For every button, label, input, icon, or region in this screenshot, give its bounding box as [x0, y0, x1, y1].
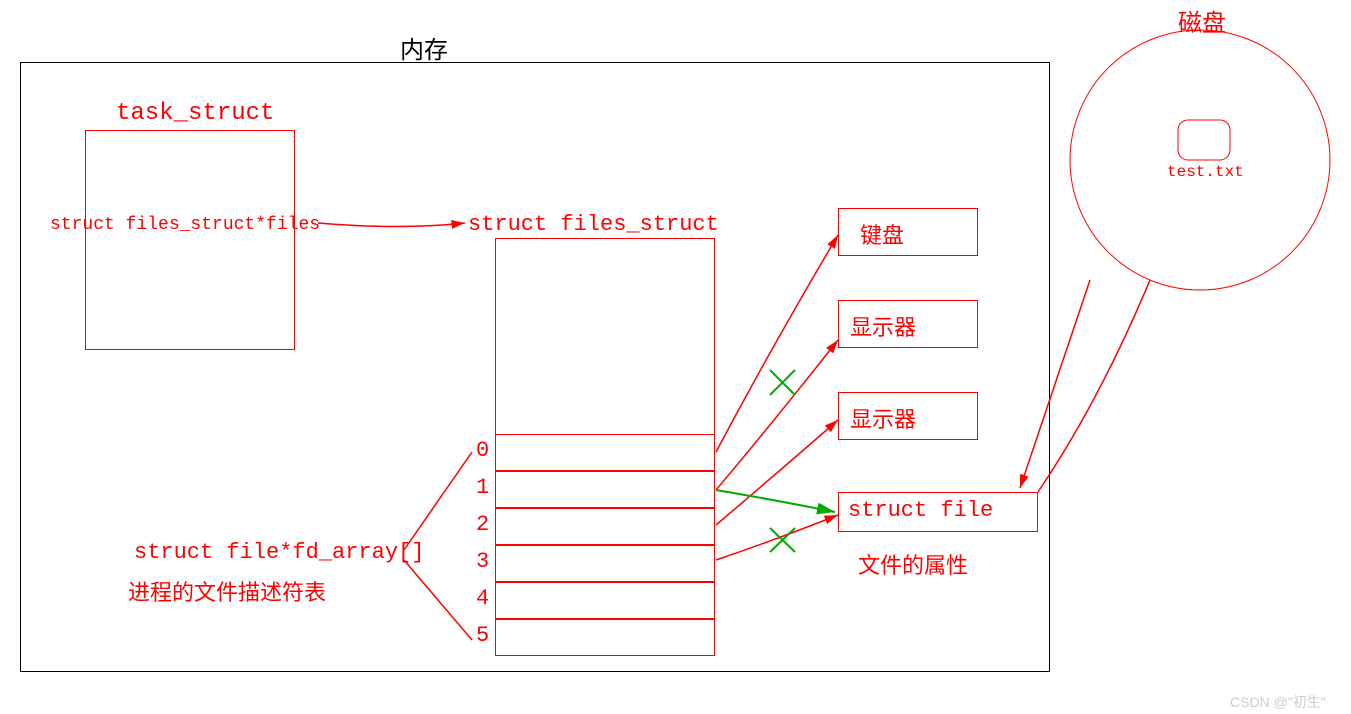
watermark: CSDN @"初生": [1230, 692, 1326, 712]
keyboard-box: [838, 208, 978, 256]
task-struct-label: task_struct: [116, 100, 274, 127]
monitor1-label: 显示器: [850, 310, 916, 342]
files-ptr-label: struct files_struct*files: [50, 215, 320, 235]
fd-row-2: [495, 508, 715, 545]
fd-index-5: 5: [476, 623, 489, 648]
monitor2-label: 显示器: [850, 402, 916, 434]
fd-row-1: [495, 471, 715, 508]
fd-index-3: 3: [476, 549, 489, 574]
fd-row-0: [495, 434, 715, 471]
test-file-label: test.txt: [1167, 163, 1244, 181]
file-to-disk: [1038, 280, 1150, 492]
fd-row-3: [495, 545, 715, 582]
files-struct-label: struct files_struct: [468, 212, 719, 237]
file-attr-label: 文件的属性: [858, 548, 968, 580]
fd-row-4: [495, 582, 715, 619]
fd-index-4: 4: [476, 586, 489, 611]
disk-circle: [1070, 30, 1330, 290]
fd-row-5: [495, 619, 715, 656]
keyboard-label: 键盘: [860, 218, 904, 250]
test-file-box: [1178, 120, 1230, 160]
task-struct-box: [85, 130, 295, 350]
memory-title: 内存: [400, 30, 448, 66]
fd-index-0: 0: [476, 438, 489, 463]
struct-file-label: struct file: [848, 498, 993, 523]
fd-array-label: struct file*fd_array[]: [134, 540, 424, 565]
fd-index-1: 1: [476, 475, 489, 500]
disk-title: 磁盘: [1178, 3, 1226, 39]
fd-table-desc-label: 进程的文件描述符表: [128, 575, 326, 607]
fd-index-2: 2: [476, 512, 489, 537]
